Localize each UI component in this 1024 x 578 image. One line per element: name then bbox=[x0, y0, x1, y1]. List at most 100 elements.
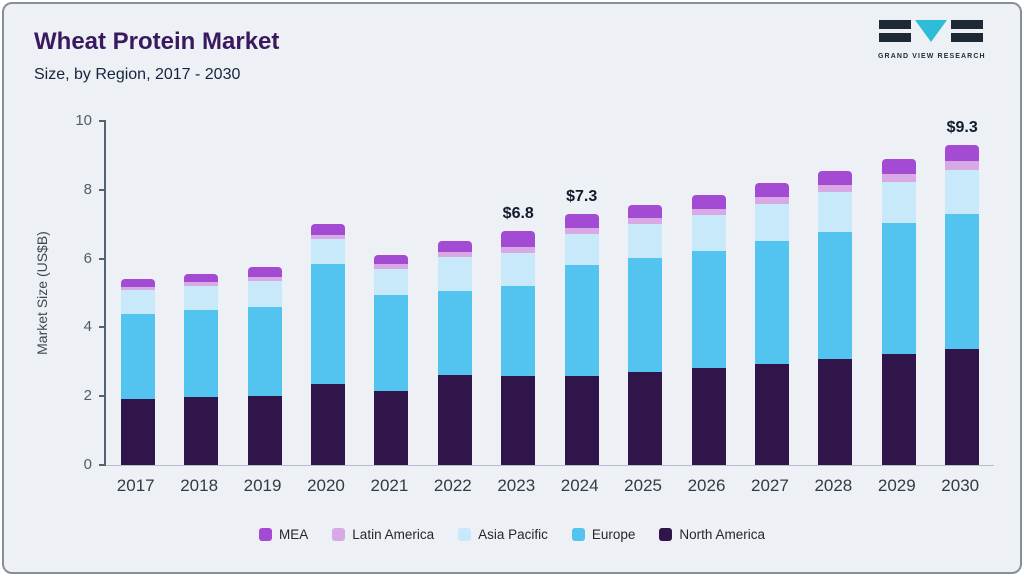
stacked-bar bbox=[310, 224, 345, 465]
legend-item: Latin America bbox=[332, 527, 434, 542]
bar-column bbox=[106, 121, 169, 465]
y-axis-tick-mark bbox=[99, 326, 106, 329]
bar-segment-north-america bbox=[184, 397, 219, 465]
bar-segment-mea bbox=[881, 158, 916, 175]
y-axis-tick-mark bbox=[99, 464, 106, 466]
bar-segment-mea bbox=[691, 195, 726, 209]
bar-segment-europe bbox=[945, 213, 980, 349]
stacked-bar bbox=[247, 267, 282, 465]
x-axis-label: 2023 bbox=[497, 476, 536, 495]
bar-segment-latin-america bbox=[184, 282, 219, 287]
legend-swatch bbox=[332, 528, 346, 541]
legend-item: Europe bbox=[571, 527, 636, 542]
y-axis-tick-mark bbox=[99, 188, 106, 191]
bar-segment-asia-pacific bbox=[945, 169, 980, 214]
stacked-bar bbox=[501, 231, 536, 465]
bar-segment-latin-america bbox=[374, 264, 409, 269]
bar-segment-europe bbox=[754, 241, 789, 364]
bar-segment-mea bbox=[247, 267, 282, 277]
bar-column bbox=[804, 121, 867, 465]
x-axis-label: 2030 bbox=[941, 476, 980, 495]
y-axis-tick-mark bbox=[99, 395, 106, 398]
bar-columns: $6.8 $7.3 $9.3 bbox=[106, 119, 994, 465]
bar-segment-north-america bbox=[501, 375, 536, 465]
bar-column: $6.8 bbox=[487, 121, 550, 465]
legend-label: Europe bbox=[591, 527, 636, 542]
bar-segment-mea bbox=[628, 205, 663, 219]
y-axis-tick-mark bbox=[99, 257, 106, 260]
bar-segment-latin-america bbox=[691, 208, 726, 215]
bar-segment-north-america bbox=[247, 395, 282, 465]
bar-segment-europe bbox=[564, 265, 599, 377]
stacked-bar bbox=[691, 195, 726, 465]
bar-segment-latin-america bbox=[628, 218, 663, 225]
x-axis-label: 2020 bbox=[307, 476, 345, 495]
stacked-bar bbox=[564, 213, 599, 465]
legend-label: Latin America bbox=[352, 527, 435, 542]
bar-segment-mea bbox=[184, 274, 219, 283]
chart-title: Wheat Protein Market bbox=[34, 28, 280, 55]
bar-segment-asia-pacific bbox=[310, 239, 345, 264]
bar-segment-latin-america bbox=[754, 197, 789, 204]
bar-segment-mea bbox=[437, 241, 472, 252]
bar-segment-asia-pacific bbox=[881, 181, 916, 223]
legend-swatch bbox=[571, 528, 585, 541]
bar-column bbox=[867, 121, 930, 465]
legend-label: Asia Pacific bbox=[478, 527, 548, 542]
stacked-bar bbox=[881, 158, 916, 465]
stacked-bar bbox=[374, 255, 409, 465]
bar-segment-latin-america bbox=[437, 251, 472, 257]
bar-column bbox=[169, 121, 232, 465]
bar-segment-latin-america bbox=[945, 160, 980, 170]
bar-segment-north-america bbox=[437, 374, 472, 465]
bar-segment-europe bbox=[691, 250, 726, 368]
bar-segment-mea bbox=[945, 145, 980, 161]
gvr-logo-icon bbox=[879, 20, 983, 42]
bar-segment-north-america bbox=[754, 363, 789, 465]
stacked-bar bbox=[754, 182, 789, 465]
bar-segment-north-america bbox=[564, 376, 599, 465]
stacked-bar bbox=[437, 241, 472, 465]
bar-segment-asia-pacific bbox=[247, 280, 282, 307]
bar-segment-europe bbox=[881, 222, 916, 355]
bar-segment-north-america bbox=[945, 348, 980, 465]
bar-column bbox=[233, 121, 296, 465]
bar-segment-mea bbox=[818, 170, 853, 186]
x-axis-label: 2024 bbox=[560, 476, 599, 495]
y-axis-tick-mark bbox=[99, 120, 106, 122]
x-axis-label: 2026 bbox=[687, 476, 726, 495]
y-axis-tick-label: 10 bbox=[75, 112, 92, 129]
bar-segment-north-america bbox=[628, 372, 663, 465]
bar-segment-mea bbox=[564, 213, 599, 228]
bar-segment-europe bbox=[628, 257, 663, 373]
y-axis-tick-label: 2 bbox=[83, 387, 92, 405]
bar-value-annotation: $9.3 bbox=[946, 119, 978, 137]
x-axis-label: 2028 bbox=[814, 476, 853, 495]
bar-segment-latin-america bbox=[881, 174, 916, 182]
stacked-bar bbox=[818, 170, 853, 465]
bar-column: $7.3 bbox=[550, 121, 613, 465]
bar-segment-mea bbox=[374, 255, 409, 265]
bar-segment-north-america bbox=[881, 354, 916, 465]
bar-segment-asia-pacific bbox=[754, 203, 789, 242]
bar-column bbox=[360, 121, 423, 465]
bar-segment-europe bbox=[120, 313, 155, 399]
stacked-bar bbox=[184, 274, 219, 465]
bar-column: $9.3 bbox=[930, 119, 993, 465]
stacked-bar bbox=[945, 145, 980, 465]
bar-segment-north-america bbox=[374, 391, 409, 465]
chart-plot-area: 0 2 4 6 8 10 $6.8 $7.3 $9.3 bbox=[75, 112, 994, 473]
legend-label: North America bbox=[679, 527, 765, 542]
y-axis-tick-label: 6 bbox=[83, 249, 92, 267]
bar-segment-asia-pacific bbox=[818, 192, 853, 233]
grand-view-research-logo: GRAND VIEW RESEARCH bbox=[878, 18, 985, 60]
bar-segment-latin-america bbox=[564, 227, 599, 234]
legend-item: MEA bbox=[259, 527, 308, 542]
bar-segment-mea bbox=[754, 182, 789, 198]
x-axis-label: 2022 bbox=[433, 476, 472, 495]
legend-label: MEA bbox=[279, 527, 309, 542]
bar-segment-latin-america bbox=[818, 185, 853, 193]
bar-segment-asia-pacific bbox=[564, 233, 599, 266]
y-axis-tick-label: 8 bbox=[83, 180, 92, 198]
